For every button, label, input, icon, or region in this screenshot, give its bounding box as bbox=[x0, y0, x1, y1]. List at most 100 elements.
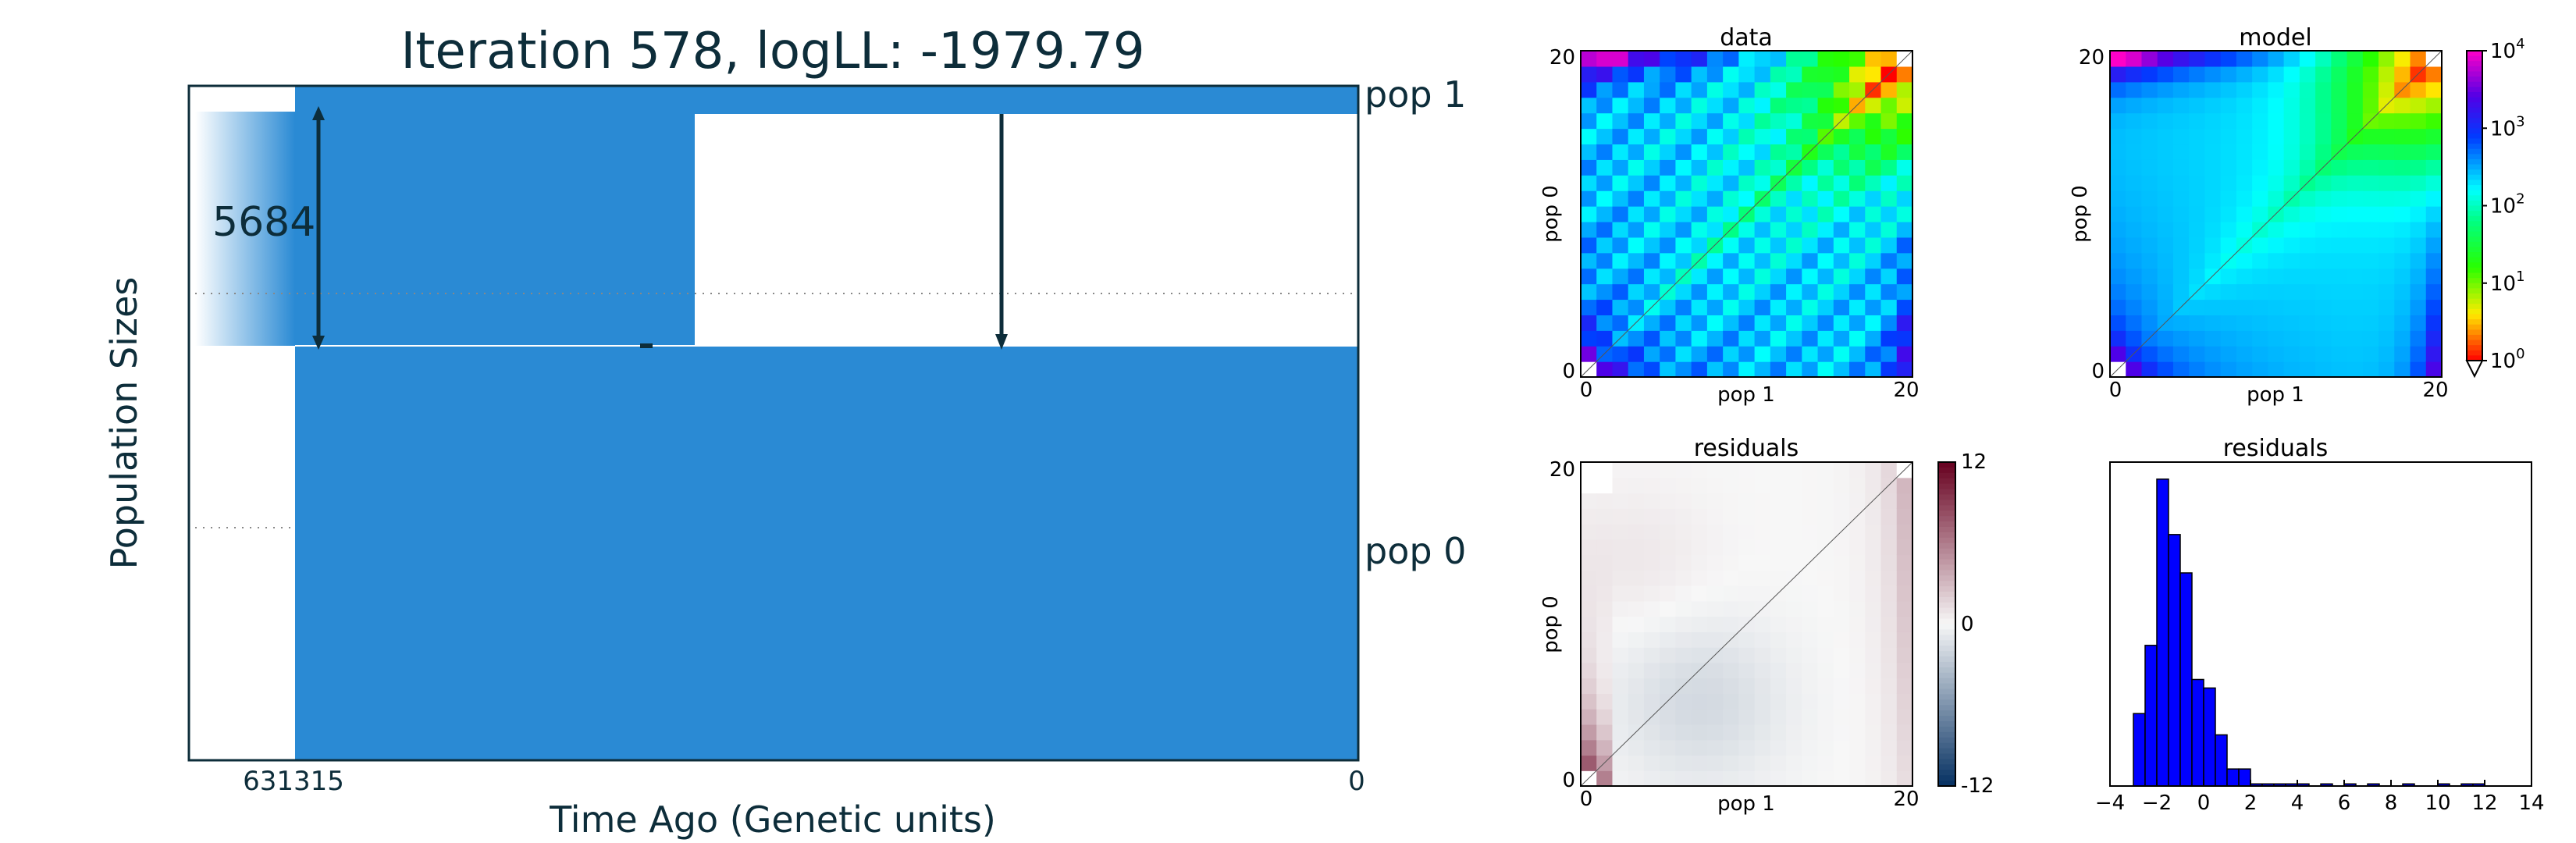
heatmap-cell bbox=[1675, 616, 1692, 632]
heatmap-cell bbox=[2220, 128, 2237, 145]
heatmap-cell bbox=[1849, 600, 1866, 617]
data-heatmap-title: data bbox=[1720, 24, 1773, 52]
heatmap-cell bbox=[2331, 283, 2348, 301]
heatmap-cell bbox=[1738, 524, 1756, 540]
heatmap-cell bbox=[1596, 585, 1614, 602]
heatmap-cell bbox=[1849, 81, 1866, 98]
heatmap-cell bbox=[1786, 51, 1802, 67]
heatmap-cell bbox=[2157, 66, 2174, 83]
heatmap-cell bbox=[1786, 299, 1802, 315]
heatmap-cell bbox=[2252, 144, 2268, 160]
heatmap-cell bbox=[2362, 159, 2379, 176]
heatmap-cell bbox=[1896, 739, 1913, 756]
demography-x-tick-right: 0 bbox=[1348, 766, 1365, 797]
heatmap-cell bbox=[1770, 724, 1787, 741]
heatmap-cell bbox=[1660, 508, 1677, 525]
heatmap-cell bbox=[1770, 268, 1787, 285]
heatmap-cell bbox=[2410, 81, 2427, 98]
heatmap-cell bbox=[1675, 477, 1692, 494]
heatmap-cell bbox=[1738, 678, 1756, 695]
heatmap-cell bbox=[2268, 299, 2285, 315]
heatmap-cell bbox=[1596, 81, 1614, 98]
heatmap-cell bbox=[1770, 237, 1787, 254]
heatmap-cell bbox=[1660, 128, 1677, 145]
heatmap-cell bbox=[2410, 97, 2427, 114]
heatmap-cell bbox=[2220, 97, 2237, 114]
heatmap-cell bbox=[2204, 175, 2222, 191]
heatmap-cell bbox=[2425, 330, 2443, 347]
heatmap-cell bbox=[1833, 770, 1850, 787]
heatmap-cell bbox=[1865, 97, 1882, 114]
colorbar-segment bbox=[2467, 267, 2482, 274]
heatmap-cell bbox=[1880, 554, 1898, 571]
heatmap-cell bbox=[1738, 739, 1756, 756]
heatmap-cell bbox=[1660, 159, 1677, 176]
log-colorbar: 100 101 102 103 104 bbox=[2465, 36, 2525, 379]
colorbar-segment bbox=[1938, 537, 1955, 544]
colorbar-segment bbox=[2467, 76, 2482, 83]
colorbar-segment bbox=[1938, 618, 1955, 625]
heatmap-cell bbox=[1691, 346, 1708, 362]
heatmap-cell bbox=[1723, 128, 1739, 145]
colorbar-segment bbox=[1938, 651, 1955, 657]
heatmap-cell bbox=[1643, 175, 1660, 191]
heatmap-cell bbox=[2394, 206, 2411, 222]
heatmap-cell bbox=[1802, 524, 1819, 540]
heatmap-cell bbox=[1865, 361, 1882, 378]
heatmap-cell bbox=[1723, 462, 1739, 478]
heatmap-cell bbox=[2252, 315, 2268, 331]
heatmap-cell bbox=[2410, 268, 2427, 285]
heatmap-cell bbox=[2425, 112, 2443, 130]
heatmap-cell bbox=[1786, 755, 1802, 771]
heatmap-cell bbox=[2141, 299, 2158, 315]
colorbar-segment bbox=[1938, 586, 1955, 592]
heatmap-cell bbox=[2141, 66, 2158, 83]
histogram-bar bbox=[2191, 678, 2204, 787]
heatmap-cell bbox=[2379, 66, 2395, 83]
heatmap-cell bbox=[1865, 144, 1882, 160]
heatmap-cell bbox=[1849, 190, 1866, 207]
heatmap-cell bbox=[1581, 81, 1597, 98]
heatmap-cell bbox=[1612, 159, 1629, 176]
colorbar-segment bbox=[2467, 87, 2482, 93]
heatmap-cell bbox=[2204, 330, 2222, 347]
heatmap-cell bbox=[1896, 693, 1913, 710]
heatmap-cell bbox=[1723, 693, 1739, 710]
colorbar-segment bbox=[1938, 781, 1955, 787]
heatmap-cell bbox=[2172, 144, 2190, 160]
heatmap-cell bbox=[2220, 51, 2237, 67]
heatmap-cell bbox=[2268, 144, 2285, 160]
heatmap-cell bbox=[2315, 51, 2332, 67]
heatmap-cell bbox=[2189, 237, 2206, 254]
heatmap-cell bbox=[1802, 299, 1819, 315]
heatmap-cell bbox=[1833, 477, 1850, 494]
heatmap-cell bbox=[1691, 755, 1708, 771]
heatmap-cell bbox=[1770, 493, 1787, 509]
heatmap-cell bbox=[2394, 144, 2411, 160]
colorbar-segment bbox=[1938, 607, 1955, 614]
heatmap-cell bbox=[1612, 493, 1629, 509]
heatmap-cell bbox=[1643, 600, 1660, 617]
heatmap-cell bbox=[1802, 315, 1819, 331]
heatmap-cell bbox=[1675, 299, 1692, 315]
heatmap-cell bbox=[1865, 66, 1882, 83]
heatmap-cell bbox=[2157, 299, 2174, 315]
heatmap-cell bbox=[1802, 462, 1819, 478]
heatmap-cell bbox=[1612, 252, 1629, 269]
heatmap-cell bbox=[1849, 51, 1866, 67]
heatmap-cell bbox=[1706, 493, 1724, 509]
heatmap-cell bbox=[1628, 190, 1645, 207]
heatmap-cell bbox=[1628, 361, 1645, 378]
heatmap-cell bbox=[2362, 175, 2379, 191]
heatmap-cell bbox=[1596, 97, 1614, 114]
colorbar-segment bbox=[1938, 742, 1955, 749]
colorbar-segment bbox=[1938, 726, 1955, 733]
colorbar-segment bbox=[2467, 91, 2482, 98]
heatmap-cell bbox=[1738, 770, 1756, 787]
heatmap-cell bbox=[1738, 600, 1756, 617]
heatmap-cell bbox=[1896, 237, 1913, 254]
heatmap-cell bbox=[2126, 112, 2143, 130]
histogram-tick-label: 2 bbox=[2244, 791, 2258, 815]
heatmap-cell bbox=[2141, 128, 2158, 145]
heatmap-cell bbox=[2204, 346, 2222, 362]
